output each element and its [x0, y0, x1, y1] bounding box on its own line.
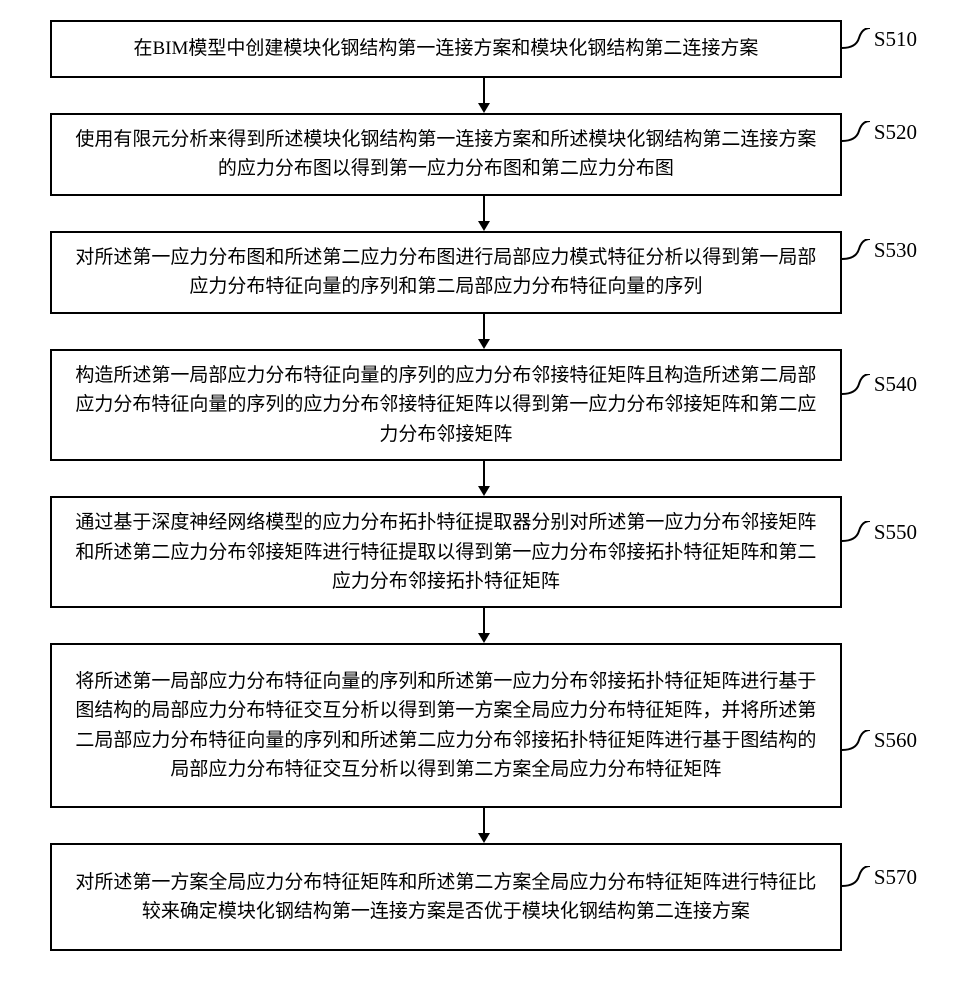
step-label: S550: [874, 520, 917, 545]
step-box-s540: 构造所述第一局部应力分布特征向量的序列的应力分布邻接特征矩阵且构造所述第二局部应…: [50, 349, 842, 461]
step-wrapper-s520: 使用有限元分析来得到所述模块化钢结构第一连接方案和所述模块化钢结构第二连接方案的…: [50, 113, 917, 196]
arrow-down-icon: [474, 314, 494, 349]
step-text: 对所述第一方案全局应力分布特征矩阵和所述第二方案全局应力分布特征矩阵进行特征比较…: [70, 868, 822, 927]
step-text: 使用有限元分析来得到所述模块化钢结构第一连接方案和所述模块化钢结构第二连接方案的…: [70, 125, 822, 184]
step-box-s550: 通过基于深度神经网络模型的应力分布拓扑特征提取器分别对所述第一应力分布邻接矩阵和…: [50, 496, 842, 608]
step-wrapper-s570: 对所述第一方案全局应力分布特征矩阵和所述第二方案全局应力分布特征矩阵进行特征比较…: [50, 843, 917, 951]
step-text: 对所述第一应力分布图和所述第二应力分布图进行局部应力模式特征分析以得到第一局部应…: [70, 243, 822, 302]
step-label: S520: [874, 120, 917, 145]
arrow-down-icon: [474, 608, 494, 643]
arrow-down-icon: [474, 461, 494, 496]
step-label: S510: [874, 27, 917, 52]
step-label: S570: [874, 865, 917, 890]
step-text: 构造所述第一局部应力分布特征向量的序列的应力分布邻接特征矩阵且构造所述第二局部应…: [70, 361, 822, 449]
step-text: 通过基于深度神经网络模型的应力分布拓扑特征提取器分别对所述第一应力分布邻接矩阵和…: [70, 508, 822, 596]
step-box-s570: 对所述第一方案全局应力分布特征矩阵和所述第二方案全局应力分布特征矩阵进行特征比较…: [50, 843, 842, 951]
step-box-s560: 将所述第一局部应力分布特征向量的序列和所述第一应力分布邻接拓扑特征矩阵进行基于图…: [50, 643, 842, 808]
arrow-down-icon: [474, 196, 494, 231]
arrow-container: [74, 461, 894, 496]
step-box-s530: 对所述第一应力分布图和所述第二应力分布图进行局部应力模式特征分析以得到第一局部应…: [50, 231, 842, 314]
flowchart-container: 在BIM模型中创建模块化钢结构第一连接方案和模块化钢结构第二连接方案 S510 …: [50, 20, 917, 951]
connector-icon: [842, 28, 870, 50]
step-wrapper-s540: 构造所述第一局部应力分布特征向量的序列的应力分布邻接特征矩阵且构造所述第二局部应…: [50, 349, 917, 461]
step-text: 将所述第一局部应力分布特征向量的序列和所述第一应力分布邻接拓扑特征矩阵进行基于图…: [70, 667, 822, 785]
step-wrapper-s530: 对所述第一应力分布图和所述第二应力分布图进行局部应力模式特征分析以得到第一局部应…: [50, 231, 917, 314]
arrow-down-icon: [474, 808, 494, 843]
step-box-s520: 使用有限元分析来得到所述模块化钢结构第一连接方案和所述模块化钢结构第二连接方案的…: [50, 113, 842, 196]
connector-icon: [842, 866, 870, 888]
connector-icon: [842, 730, 870, 752]
step-wrapper-s560: 将所述第一局部应力分布特征向量的序列和所述第一应力分布邻接拓扑特征矩阵进行基于图…: [50, 643, 917, 808]
arrow-container: [74, 608, 894, 643]
step-text: 在BIM模型中创建模块化钢结构第一连接方案和模块化钢结构第二连接方案: [133, 34, 758, 63]
arrow-container: [74, 78, 894, 113]
arrow-container: [74, 196, 894, 231]
step-label: S540: [874, 372, 917, 397]
step-label: S560: [874, 728, 917, 753]
connector-icon: [842, 374, 870, 396]
connector-icon: [842, 521, 870, 543]
step-label: S530: [874, 238, 917, 263]
arrow-down-icon: [474, 78, 494, 113]
step-box-s510: 在BIM模型中创建模块化钢结构第一连接方案和模块化钢结构第二连接方案: [50, 20, 842, 78]
step-wrapper-s550: 通过基于深度神经网络模型的应力分布拓扑特征提取器分别对所述第一应力分布邻接矩阵和…: [50, 496, 917, 608]
arrow-container: [74, 314, 894, 349]
step-wrapper-s510: 在BIM模型中创建模块化钢结构第一连接方案和模块化钢结构第二连接方案 S510: [50, 20, 917, 78]
connector-icon: [842, 239, 870, 261]
arrow-container: [74, 808, 894, 843]
connector-icon: [842, 121, 870, 143]
